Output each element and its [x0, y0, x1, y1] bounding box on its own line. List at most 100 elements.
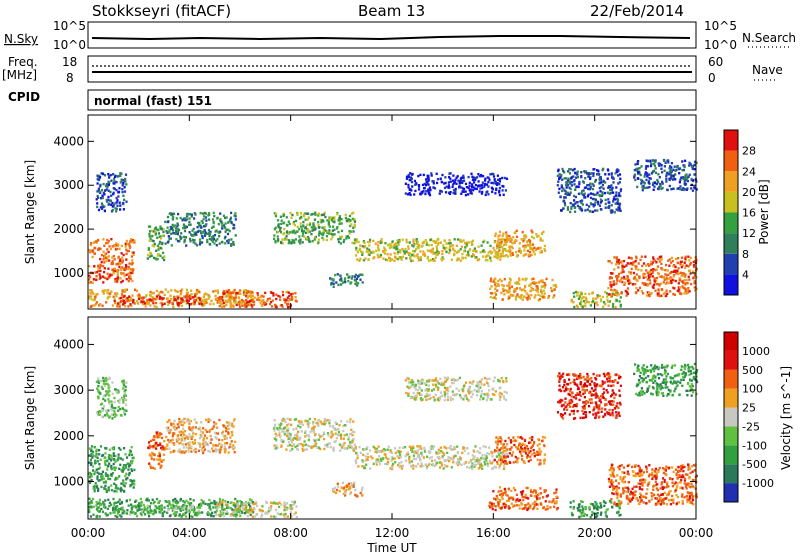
power-cell: [557, 191, 560, 194]
velocity-cell: [124, 482, 127, 485]
power-cell: [475, 187, 478, 191]
velocity-cell: [95, 448, 98, 451]
velocity-cell: [144, 513, 147, 516]
power-cell: [106, 238, 109, 242]
power-cell: [263, 301, 266, 305]
power-cell: [483, 183, 486, 186]
power-cell: [328, 218, 331, 221]
power-cell: [498, 242, 501, 246]
power-cell: [125, 277, 128, 281]
velocity-region: [165, 417, 237, 455]
power-cell: [105, 198, 108, 202]
velocity-cell: [104, 452, 107, 455]
power-cell: [102, 250, 105, 253]
power-cell: [320, 213, 324, 217]
power-cell: [452, 174, 455, 177]
power-cell: [170, 227, 173, 230]
power-cell: [340, 283, 343, 286]
power-cell: [650, 268, 653, 272]
power-cell: [105, 241, 108, 245]
power-cell: [412, 238, 415, 241]
power-cell: [347, 279, 350, 283]
power-cell: [131, 294, 134, 297]
power-cell: [556, 184, 559, 187]
power-cell: [277, 224, 280, 227]
velocity-cell: [240, 501, 243, 504]
power-cell: [412, 243, 415, 246]
velocity-cell: [172, 422, 175, 425]
power-cell: [610, 173, 613, 176]
power-cell: [687, 275, 690, 278]
power-cell: [616, 201, 619, 204]
power-cell: [119, 172, 122, 175]
velocity-cell: [322, 431, 325, 434]
velocity-cell: [114, 478, 117, 481]
power-cell: [620, 280, 623, 283]
power-cell: [212, 235, 215, 238]
power-cell: [397, 241, 400, 244]
power-cell: [595, 193, 598, 196]
velocity-cell: [226, 424, 229, 428]
power-cell: [229, 216, 233, 219]
power-cell: [175, 238, 178, 241]
power-cell: [149, 237, 152, 240]
velocity-cell: [117, 512, 120, 515]
power-cell: [379, 253, 382, 257]
velocity-cell: [225, 429, 228, 433]
power-cell: [473, 187, 477, 190]
power-cell: [95, 301, 98, 304]
power-cell: [427, 188, 430, 191]
power-cell: [273, 228, 276, 231]
power-cell: [587, 175, 590, 178]
power-cell: [142, 300, 145, 304]
velocity-cell: [222, 434, 225, 438]
power-cell: [401, 248, 404, 251]
power-cell: [330, 238, 333, 241]
power-cell: [133, 302, 136, 305]
power-cell: [439, 241, 442, 244]
power-cell: [694, 289, 697, 292]
power-cell: [110, 238, 113, 241]
power-cell: [97, 176, 100, 179]
power-cell: [291, 231, 294, 234]
power-cell: [279, 295, 282, 298]
power-cell: [687, 175, 690, 178]
velocity-cell: [98, 466, 102, 469]
power-cell: [600, 299, 603, 303]
power-ytick-label: 3000: [53, 178, 84, 192]
velocity-cell: [95, 504, 98, 507]
velocity-cell: [208, 506, 211, 509]
power-cell: [632, 271, 635, 275]
power-cell: [124, 242, 127, 245]
power-cell: [186, 218, 189, 221]
power-cell: [468, 248, 471, 252]
velocity-cell: [104, 460, 107, 463]
velocity-cell: [122, 379, 125, 382]
velocity-cell: [197, 513, 200, 516]
power-cell: [583, 192, 586, 195]
power-cell: [470, 172, 473, 175]
velocity-cell: [219, 514, 222, 518]
power-cell: [107, 250, 110, 254]
velocity-cell: [172, 500, 175, 503]
power-cell: [344, 213, 347, 217]
power-cell: [188, 223, 191, 226]
power-cell: [398, 240, 401, 243]
power-cell: [623, 275, 626, 279]
power-cell: [465, 186, 468, 189]
power-cell: [250, 304, 253, 307]
power-cell: [684, 174, 687, 177]
power-cell: [92, 250, 95, 253]
power-cell: [594, 297, 597, 300]
power-cell: [636, 162, 639, 166]
velocity-cell: [174, 511, 177, 514]
velocity-cell: [175, 427, 178, 430]
velocity-cell: [97, 389, 100, 392]
velocity-cell: [104, 484, 107, 488]
velocity-cell: [324, 421, 327, 424]
power-cell: [652, 283, 656, 287]
power-cell: [97, 178, 101, 182]
power-cell: [508, 284, 511, 288]
power-colorbar-tick: 24: [742, 165, 756, 178]
power-cell: [663, 169, 666, 172]
